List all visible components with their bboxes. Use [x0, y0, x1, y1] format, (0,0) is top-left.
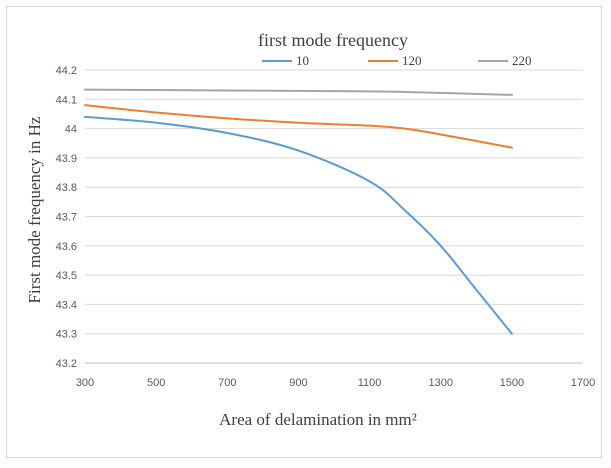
y-tick-label: 43.5 — [56, 270, 77, 282]
gridlines — [85, 69, 583, 364]
x-tick-label: 700 — [218, 377, 236, 389]
y-axis-label: First mode frequency in Hz — [25, 116, 44, 303]
chart-title: first mode frequency — [258, 30, 408, 50]
legend-label-120: 120 — [402, 53, 422, 68]
series-lines — [84, 88, 513, 335]
series-line-220 — [84, 88, 513, 96]
x-tick-label: 1300 — [428, 377, 452, 389]
x-tick-label: 900 — [289, 377, 307, 389]
y-tick-label: 43.2 — [56, 358, 77, 370]
x-tick-label: 1100 — [358, 377, 382, 389]
y-tick-label: 44.2 — [56, 65, 77, 77]
y-tick-label: 43.8 — [56, 182, 77, 194]
series-line-120 — [84, 104, 513, 149]
x-tick-label: 500 — [147, 377, 165, 389]
y-tick-label: 43.9 — [56, 153, 77, 165]
legend: 10 120 220 — [262, 53, 532, 68]
chart-frame — [6, 6, 602, 458]
y-tick-label: 44 — [65, 124, 77, 136]
x-tick-label: 300 — [76, 377, 94, 389]
y-tick-labels: 43.2 43.3 43.4 43.5 43.6 43.7 43.8 43.9 44 44.1 44… — [56, 65, 77, 370]
series-line-10 — [84, 115, 513, 335]
x-axis-label: Area of delamination in mm² — [219, 410, 417, 429]
x-tick-label: 1700 — [571, 377, 595, 389]
y-tick-label: 43.4 — [56, 299, 77, 311]
x-tick-label: 1500 — [500, 377, 524, 389]
x-tick-labels: 300 500 700 900 1100 1300 1500 1700 — [76, 377, 595, 389]
y-tick-label: 43.3 — [56, 329, 77, 341]
y-tick-label: 43.6 — [56, 241, 77, 253]
y-tick-label: 43.7 — [56, 212, 77, 224]
y-tick-label: 44.1 — [56, 94, 77, 106]
legend-label-10: 10 — [296, 53, 309, 68]
legend-label-220: 220 — [512, 53, 532, 68]
